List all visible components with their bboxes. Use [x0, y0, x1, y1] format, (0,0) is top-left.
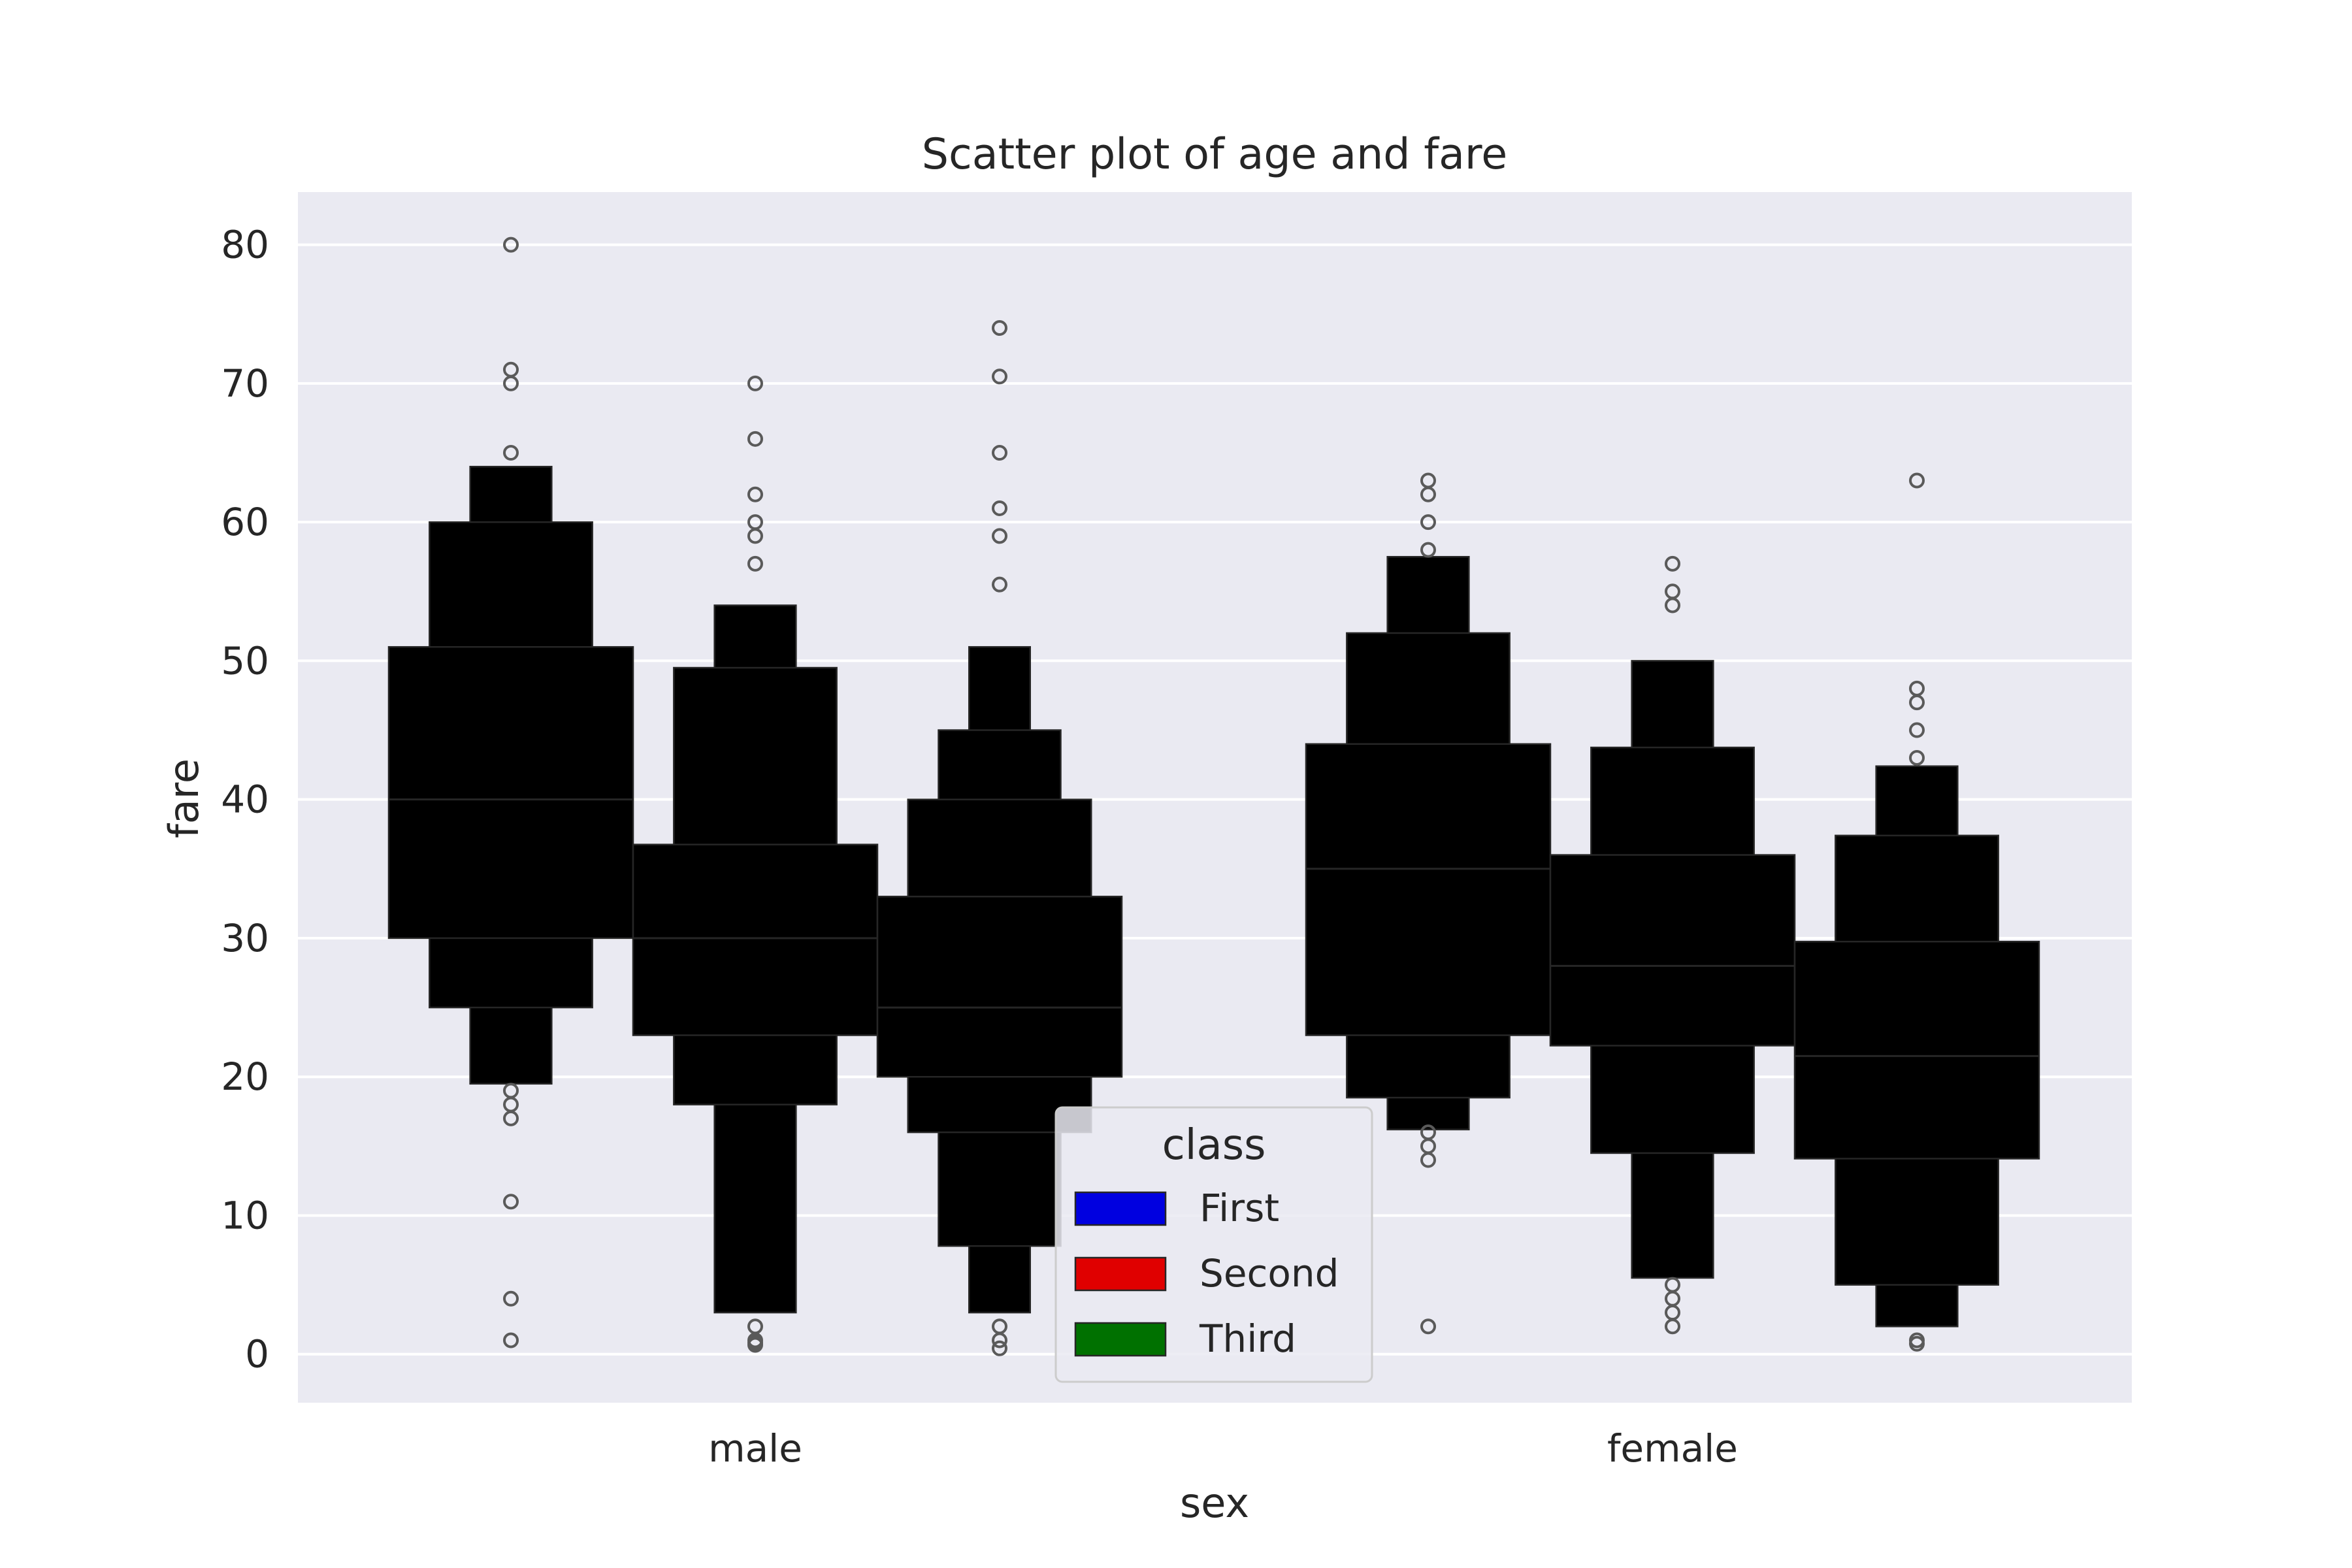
boxen-box	[1549, 854, 1796, 1047]
outlier-point	[992, 320, 1007, 336]
outlier-point	[747, 1337, 763, 1353]
outlier-point	[747, 528, 763, 544]
outlier-point	[1420, 1152, 1436, 1168]
outlier-point	[1909, 472, 1925, 489]
outlier-point	[503, 375, 519, 391]
outlier-point	[1909, 1335, 1925, 1352]
outlier-point	[1420, 542, 1436, 558]
outlier-point	[992, 1340, 1007, 1356]
y-axis-label: fare	[160, 759, 208, 838]
outlier-point	[992, 445, 1007, 461]
x-axis-label: sex	[1180, 1479, 1249, 1527]
y-tick-label: 40	[221, 777, 269, 822]
legend: class First Second Third	[1054, 1106, 1373, 1383]
x-tick-label: female	[1607, 1426, 1738, 1471]
y-tick-label: 20	[221, 1054, 269, 1099]
outlier-points	[503, 237, 1925, 1356]
legend-swatch	[1074, 1191, 1167, 1226]
chart-title: Scatter plot of age and fare	[922, 130, 1507, 179]
outlier-point	[747, 555, 763, 572]
y-tick-label: 80	[221, 223, 269, 267]
outlier-point	[747, 375, 763, 391]
boxen-box	[876, 896, 1123, 1078]
outlier-point	[1909, 694, 1925, 711]
outlier-point	[1909, 750, 1925, 766]
y-tick-label: 0	[245, 1332, 269, 1377]
outlier-point	[1665, 597, 1680, 613]
outlier-point	[503, 1332, 519, 1348]
legend-title: class	[1162, 1121, 1266, 1169]
legend-frame	[1054, 1106, 1373, 1383]
outlier-point	[1420, 1318, 1436, 1335]
outlier-point	[992, 500, 1007, 516]
outlier-point	[1420, 514, 1436, 531]
outlier-point	[503, 1290, 519, 1307]
outlier-point	[1665, 1318, 1680, 1335]
legend-swatch	[1074, 1322, 1167, 1357]
outlier-point	[503, 1110, 519, 1126]
legend-swatch	[1074, 1256, 1167, 1292]
legend-label: First	[1200, 1186, 1279, 1230]
outlier-point	[503, 1194, 519, 1210]
boxen-box	[632, 843, 879, 1036]
boxen-series	[387, 466, 2040, 1328]
y-tick-label: 30	[221, 916, 269, 960]
outlier-point	[747, 431, 763, 447]
y-tick-label: 50	[221, 638, 269, 683]
y-tick-label: 10	[221, 1193, 269, 1237]
outlier-point	[992, 368, 1007, 385]
y-tick-labels: 0 10 20 30 40 50 60 70 80	[221, 223, 269, 1377]
legend-label: Third	[1199, 1316, 1296, 1361]
legend-label: Second	[1200, 1251, 1339, 1296]
outlier-point	[1665, 555, 1680, 572]
boxen-box	[1305, 743, 1552, 1036]
x-tick-label: male	[708, 1426, 802, 1471]
legend-entries: First Second Third	[1074, 1186, 1339, 1361]
outlier-point	[1420, 486, 1436, 502]
outlier-point	[747, 486, 763, 502]
boxen-box	[1793, 940, 2040, 1160]
outlier-point	[992, 528, 1007, 544]
y-tick-label: 60	[221, 500, 269, 544]
boxen-box	[387, 645, 634, 939]
outlier-point	[1909, 722, 1925, 738]
outlier-point	[503, 445, 519, 461]
outlier-point	[992, 576, 1007, 593]
y-tick-label: 70	[221, 361, 269, 406]
outlier-point	[503, 237, 519, 253]
x-tick-labels: male female	[708, 1426, 1738, 1471]
outlier-point	[992, 1332, 1007, 1348]
